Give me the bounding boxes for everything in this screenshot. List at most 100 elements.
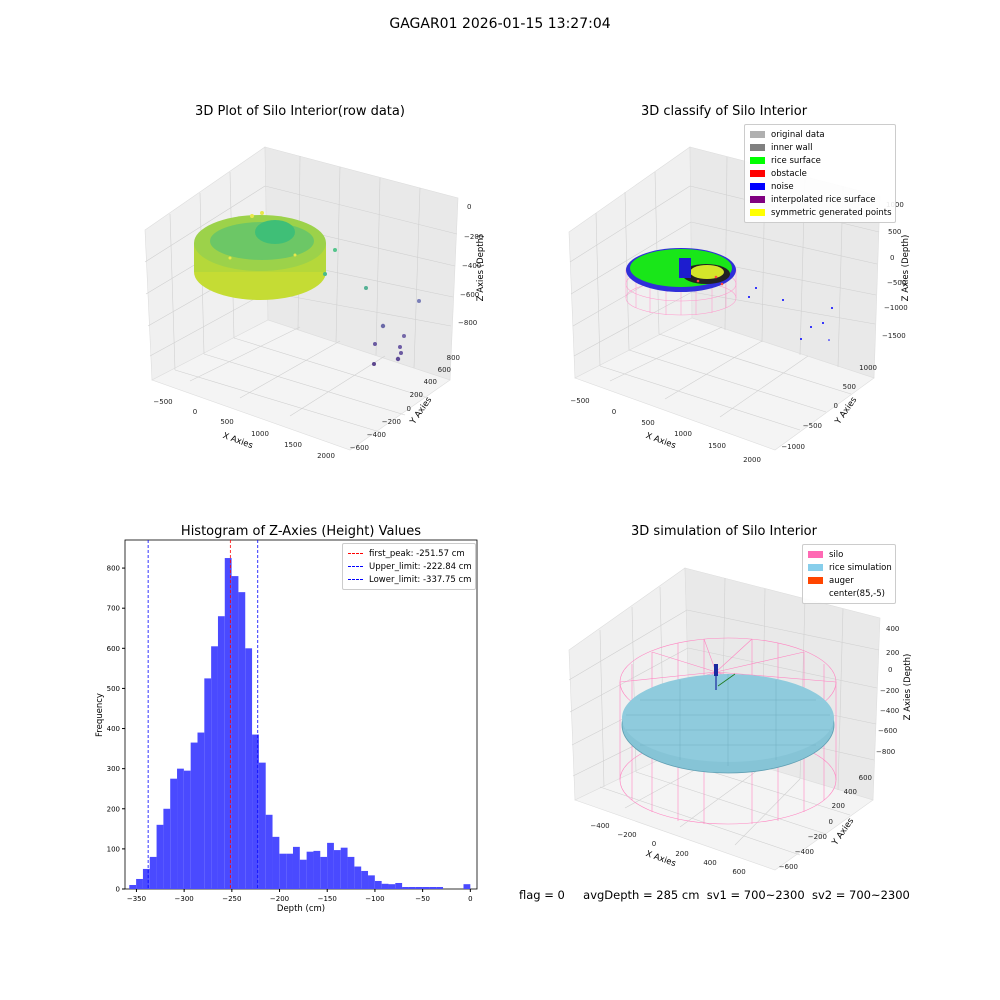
legend-line (348, 566, 363, 567)
plot3d-simulation: −400 −200 0 200 400 600 −600 −400 −200 0… (568, 567, 913, 876)
x-tick: 0 (612, 408, 616, 416)
x-axis-label: X Axies (221, 431, 254, 451)
legend-label: interpolated rice surface (771, 194, 876, 205)
sv2-text: sv2 = 700~2300 (811, 888, 910, 902)
legend-item: center(85,-5) (808, 587, 890, 600)
legend-swatch (808, 551, 823, 558)
legend-item: inner wall (750, 141, 890, 154)
legend-label: inner wall (771, 142, 813, 153)
legend-label: Upper_limit: -222.84 cm (369, 561, 472, 572)
legend-swatch (750, 131, 765, 138)
histogram-bar (197, 732, 205, 889)
histogram-chart: −350 −300 −250 −200 −150 −100 −50 0 0 100 200 300 4… (95, 539, 478, 914)
legend-label: Lower_limit: -337.75 cm (369, 574, 472, 585)
y-tick: −400 (795, 848, 814, 856)
z-axis-label: Z Axies (Depth) (476, 235, 486, 302)
z-tick: 0 (467, 203, 471, 211)
panel-title-simulation: 3D simulation of Silo Interior (631, 524, 817, 539)
y-tick-label: 600 (107, 645, 120, 653)
histogram-bar (408, 886, 416, 889)
flag-text: flag = 0 (519, 888, 565, 902)
z-axis-label: Z Axies (Depth) (901, 235, 911, 302)
legend-swatch (808, 577, 823, 584)
histogram-bar (245, 648, 253, 889)
histogram-bar (224, 558, 232, 889)
y-axis-label: Frequency (95, 693, 105, 737)
histogram-bar (388, 884, 396, 889)
classify-legend: original data inner wall rice surface ob… (744, 124, 896, 223)
x-tick: 600 (732, 868, 745, 876)
x-tick-label: −100 (365, 895, 384, 903)
y-tick: 0 (407, 405, 411, 413)
histogram-bar (149, 856, 157, 889)
histogram-bar (333, 850, 341, 889)
legend-item: rice simulation (808, 561, 892, 574)
histogram-bar (217, 616, 225, 889)
x-tick-label: −350 (127, 895, 146, 903)
panel-title-raw: 3D Plot of Silo Interior(row data) (195, 104, 405, 119)
legend-line (348, 553, 363, 554)
x-tick: 1000 (674, 430, 692, 438)
z-tick: −600 (460, 291, 479, 299)
histogram-bar (313, 850, 321, 889)
y-tick-label: 700 (107, 605, 120, 613)
legend-item: interpolated rice surface (750, 193, 890, 206)
z-tick: −1000 (884, 304, 908, 312)
x-tick: −500 (153, 398, 172, 406)
legend-label: symmetric generated points (771, 207, 892, 218)
simulation-legend: silo rice simulation auger center(85,-5) (802, 544, 896, 604)
histogram-bar (299, 859, 307, 889)
histogram-bar (231, 576, 239, 889)
x-tick-label: 0 (468, 895, 472, 903)
z-tick: 200 (886, 649, 899, 657)
y-tick: −400 (367, 431, 386, 439)
histogram-bar (258, 762, 266, 889)
y-tick-label: 800 (107, 565, 120, 573)
y-tick: 400 (844, 788, 857, 796)
legend-swatch (808, 564, 823, 571)
histogram-bar (327, 842, 334, 889)
x-tick: −500 (570, 397, 589, 405)
legend-swatch (750, 196, 765, 203)
panel-title-classify: 3D classify of Silo Interior (640, 104, 808, 119)
sv1-text: sv1 = 700~2300 (706, 888, 805, 902)
z-axis-label: Z Axies (Depth) (903, 654, 913, 721)
histogram-title: Histogram of Z-Axies (Height) Values (180, 524, 422, 539)
legend-swatch (750, 144, 765, 151)
z-tick: 0 (890, 254, 894, 262)
z-tick: −200 (464, 233, 483, 241)
legend-item: rice surface (750, 154, 890, 167)
histogram-bar (361, 870, 369, 889)
z-tick: 0 (888, 666, 892, 674)
histogram-bar (429, 886, 437, 889)
x-axis-label: X Axies (644, 431, 677, 451)
y-tick: −500 (803, 422, 822, 430)
z-tick: −500 (887, 279, 906, 287)
histogram-bar (129, 884, 137, 889)
legend-swatch (750, 209, 765, 216)
x-tick: 400 (703, 859, 716, 867)
x-tick: 500 (641, 419, 654, 427)
y-tick: 400 (424, 378, 437, 386)
legend-item: auger (808, 574, 890, 587)
histogram-bar (463, 884, 471, 889)
z-tick: 400 (886, 625, 899, 633)
x-tick-label: −200 (270, 895, 289, 903)
y-tick-label: 300 (107, 765, 120, 773)
legend-item: first_peak: -251.57 cm (348, 547, 470, 560)
legend-label: silo (829, 549, 844, 560)
y-tick: 500 (843, 383, 856, 391)
legend-label: first_peak: -251.57 cm (369, 548, 465, 559)
y-tick: 600 (859, 774, 872, 782)
legend-label: center(85,-5) (829, 588, 885, 599)
x-tick: 2000 (743, 456, 761, 464)
x-tick: 1000 (251, 430, 269, 438)
x-tick-label: −50 (415, 895, 430, 903)
histogram-bar (170, 778, 178, 889)
x-tick: −200 (617, 831, 636, 839)
histogram-bar (265, 814, 273, 889)
y-tick: −600 (350, 444, 369, 452)
histogram-bar (142, 868, 150, 889)
x-tick: 200 (675, 850, 688, 858)
z-tick: 500 (888, 228, 901, 236)
